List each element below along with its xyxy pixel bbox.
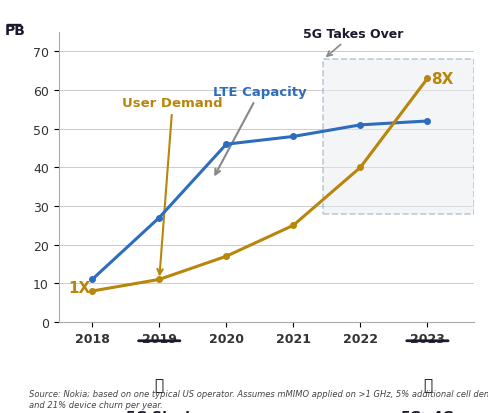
Text: 8X: 8X xyxy=(430,72,452,87)
Text: PB: PB xyxy=(4,24,25,38)
Text: 1X: 1X xyxy=(69,280,91,295)
Text: 5G>4G: 5G>4G xyxy=(400,409,453,413)
Text: 📱: 📱 xyxy=(422,377,431,392)
Text: 📱: 📱 xyxy=(154,377,163,392)
Text: User Demand: User Demand xyxy=(122,97,223,275)
Bar xyxy=(323,60,473,214)
Text: 5G Takes Over: 5G Takes Over xyxy=(303,28,403,57)
Text: Source: Nokia; based on one typical US operator. Assumes mMIMO applied on >1 GHz: Source: Nokia; based on one typical US o… xyxy=(29,389,488,409)
Text: LTE Capacity: LTE Capacity xyxy=(213,85,306,175)
Text: 5G Start: 5G Start xyxy=(126,409,192,413)
